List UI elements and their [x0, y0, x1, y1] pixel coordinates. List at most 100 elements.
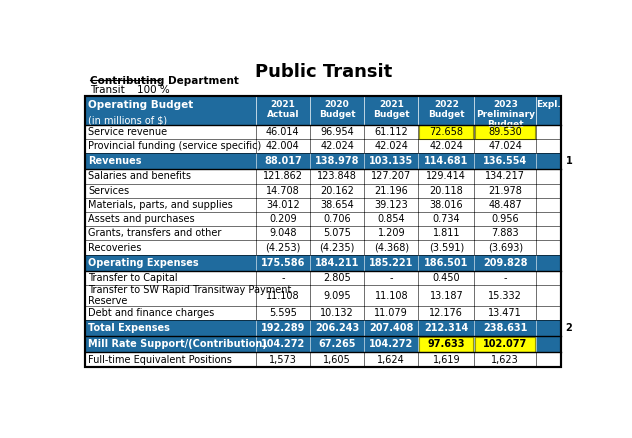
Text: 11.108: 11.108 [266, 290, 300, 300]
Bar [419, 125, 473, 139]
Text: 42.024: 42.024 [429, 141, 463, 151]
Text: 1,619: 1,619 [432, 355, 460, 364]
Text: 207.408: 207.408 [369, 324, 413, 333]
Text: 184.211: 184.211 [315, 258, 359, 268]
Bar [85, 212, 561, 226]
Bar [85, 226, 561, 240]
Bar [85, 153, 561, 170]
Text: 15.332: 15.332 [489, 290, 522, 300]
Bar [85, 184, 561, 198]
Text: -: - [389, 273, 393, 283]
Text: 20.118: 20.118 [430, 186, 463, 196]
Text: Assets and purchases: Assets and purchases [88, 214, 195, 224]
Bar [85, 125, 561, 139]
Text: (in millions of $): (in millions of $) [88, 116, 167, 126]
Text: 192.289: 192.289 [260, 324, 305, 333]
Text: Recoveries: Recoveries [88, 243, 142, 253]
Text: 2020
Budget: 2020 Budget [319, 99, 355, 119]
Text: 2.805: 2.805 [323, 273, 351, 283]
Text: 2022
Budget: 2022 Budget [428, 99, 465, 119]
Text: (3.693): (3.693) [488, 243, 523, 253]
Text: 0.209: 0.209 [269, 214, 296, 224]
Text: -: - [281, 273, 284, 283]
Bar [85, 170, 561, 184]
Text: 89.530: 89.530 [489, 127, 522, 137]
Bar [85, 95, 561, 367]
Text: 114.681: 114.681 [424, 156, 468, 166]
Text: 1: 1 [566, 156, 573, 166]
Bar [85, 95, 561, 125]
Text: 0.734: 0.734 [432, 214, 460, 224]
Text: 1,624: 1,624 [377, 355, 405, 364]
Text: 2023
Preliminary
Budget: 2023 Preliminary Budget [476, 99, 535, 129]
Text: Grants, transfers and other: Grants, transfers and other [88, 228, 222, 238]
Text: 1.811: 1.811 [432, 228, 460, 238]
Bar [85, 353, 561, 367]
Text: 238.631: 238.631 [483, 324, 528, 333]
Text: 138.978: 138.978 [315, 156, 360, 166]
Text: (4.253): (4.253) [265, 243, 300, 253]
Bar [475, 125, 535, 139]
Text: Transfer to Capital: Transfer to Capital [88, 273, 178, 283]
Text: 1.209: 1.209 [377, 228, 405, 238]
Text: 14.708: 14.708 [266, 186, 300, 196]
Text: 42.004: 42.004 [266, 141, 300, 151]
Text: 20.162: 20.162 [320, 186, 354, 196]
Text: 127.207: 127.207 [371, 172, 411, 181]
Text: Materials, parts, and supplies: Materials, parts, and supplies [88, 200, 233, 210]
Text: Revenues: Revenues [88, 156, 142, 166]
Text: 1,605: 1,605 [323, 355, 351, 364]
Text: 0.956: 0.956 [492, 214, 519, 224]
Text: 47.024: 47.024 [489, 141, 522, 151]
Text: Service revenue: Service revenue [88, 127, 167, 137]
Text: 0.854: 0.854 [377, 214, 405, 224]
Text: 97.633: 97.633 [428, 339, 465, 350]
Text: 34.012: 34.012 [266, 200, 300, 210]
Bar [85, 95, 561, 367]
Text: 9.048: 9.048 [269, 228, 296, 238]
Text: 67.265: 67.265 [319, 339, 356, 350]
Bar [475, 337, 535, 352]
Text: Transit: Transit [90, 85, 125, 95]
Text: Services: Services [88, 186, 130, 196]
Bar [85, 139, 561, 153]
Text: 5.595: 5.595 [269, 308, 297, 318]
Text: 1,623: 1,623 [491, 355, 519, 364]
Bar [85, 336, 561, 353]
Text: 100 %: 100 % [137, 85, 170, 95]
Text: 13.187: 13.187 [430, 290, 463, 300]
Text: 9.095: 9.095 [323, 290, 351, 300]
Bar [85, 240, 561, 255]
Bar [85, 271, 561, 285]
Bar [85, 306, 561, 321]
Text: 209.828: 209.828 [483, 258, 528, 268]
Text: Salaries and benefits: Salaries and benefits [88, 172, 191, 181]
Text: 5.075: 5.075 [323, 228, 351, 238]
Text: Full-time Equivalent Positions: Full-time Equivalent Positions [88, 355, 232, 364]
Text: Transfer to SW Rapid Transitway Payment
Reserve: Transfer to SW Rapid Transitway Payment … [88, 285, 292, 307]
Text: Expl.: Expl. [537, 99, 561, 109]
Text: 38.016: 38.016 [430, 200, 463, 210]
Text: 2021
Actual: 2021 Actual [267, 99, 299, 119]
Text: 1,573: 1,573 [269, 355, 297, 364]
Text: 136.554: 136.554 [483, 156, 527, 166]
Text: Provincial funding (service specific): Provincial funding (service specific) [88, 141, 262, 151]
Text: Operating Budget: Operating Budget [88, 99, 193, 110]
Text: 212.314: 212.314 [424, 324, 468, 333]
Bar [85, 285, 561, 306]
Text: Debt and finance charges: Debt and finance charges [88, 308, 214, 318]
Text: 206.243: 206.243 [315, 324, 359, 333]
Text: 104.272: 104.272 [261, 339, 305, 350]
Text: 11.079: 11.079 [374, 308, 408, 318]
Text: 0.706: 0.706 [323, 214, 351, 224]
Text: 129.414: 129.414 [427, 172, 466, 181]
Text: (3.591): (3.591) [428, 243, 464, 253]
Bar [85, 255, 561, 271]
Bar [419, 337, 473, 352]
Text: 21.978: 21.978 [489, 186, 522, 196]
Text: 175.586: 175.586 [260, 258, 305, 268]
Text: 185.221: 185.221 [369, 258, 413, 268]
Text: 12.176: 12.176 [429, 308, 463, 318]
Text: 10.132: 10.132 [320, 308, 354, 318]
Text: 134.217: 134.217 [485, 172, 525, 181]
